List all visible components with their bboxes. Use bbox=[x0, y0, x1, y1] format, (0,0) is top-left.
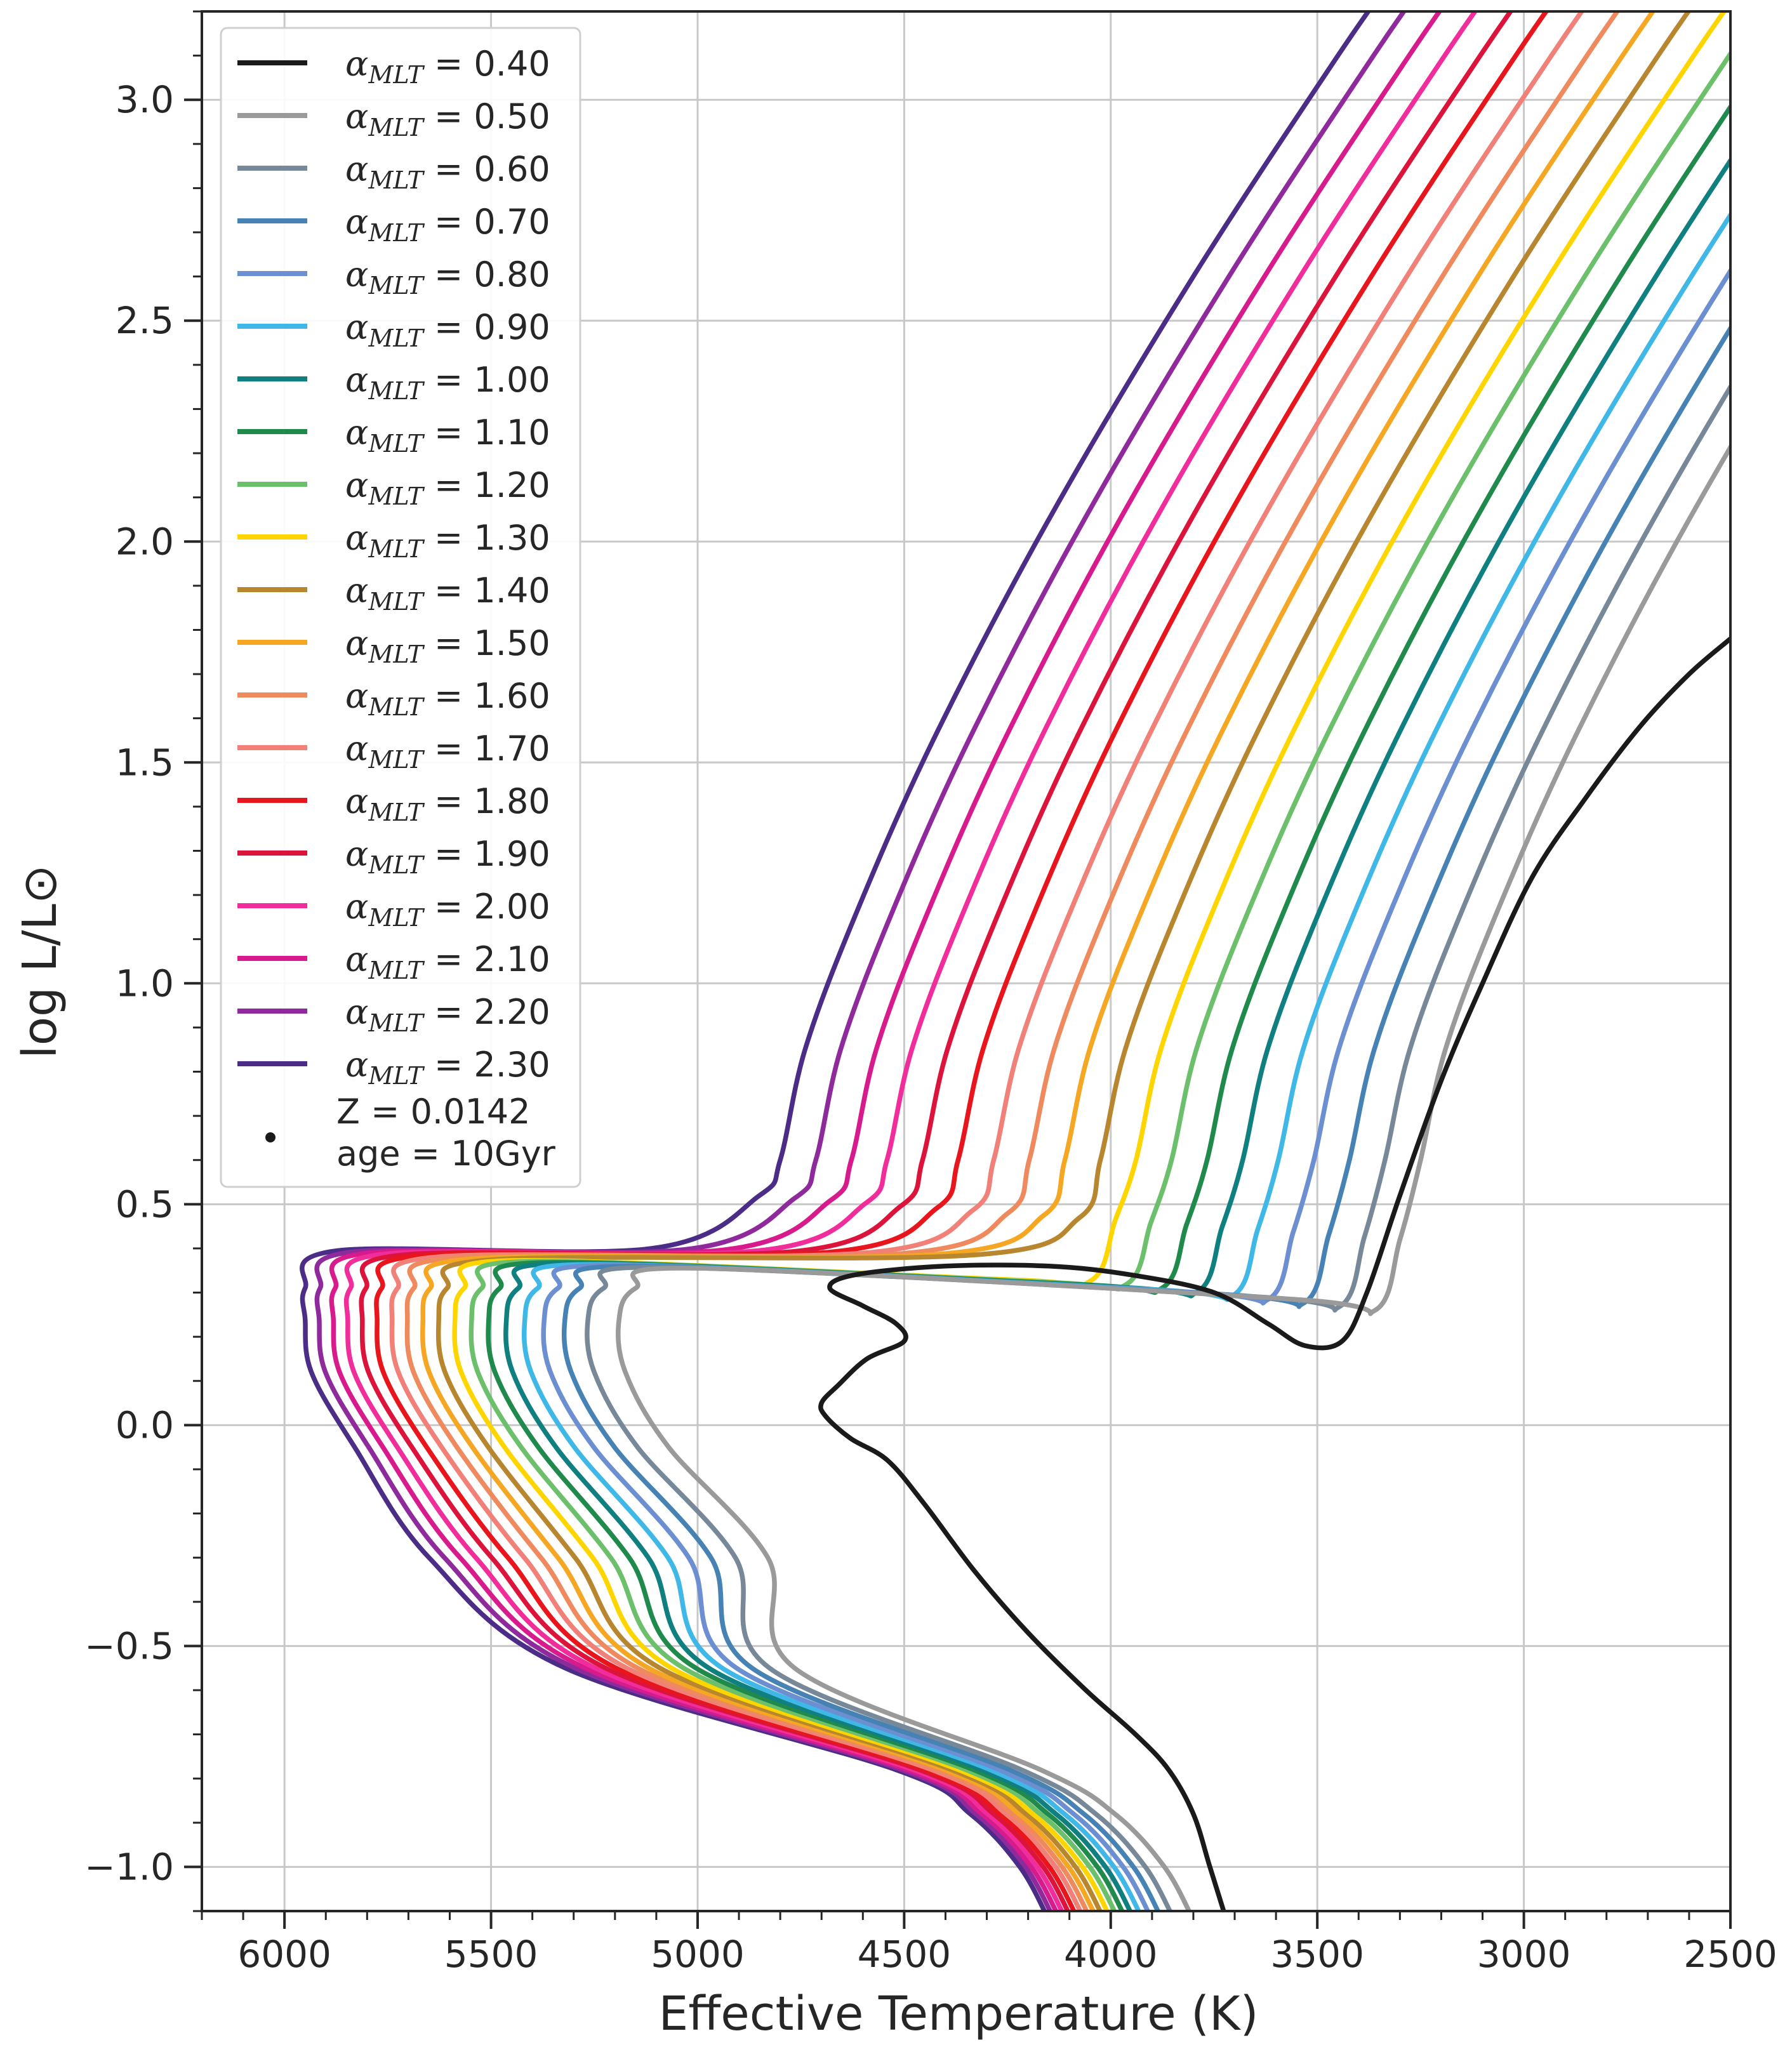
legend-label-1.30: αMLT = 1.30 bbox=[345, 518, 550, 563]
legend-marker-dot bbox=[265, 1132, 275, 1142]
x-tick-label: 5500 bbox=[444, 1933, 538, 1976]
legend-label-0.70: αMLT = 0.70 bbox=[345, 202, 550, 247]
y-tick-label: 1.0 bbox=[116, 962, 174, 1005]
legend-label-1.80: αMLT = 1.80 bbox=[345, 781, 550, 826]
y-tick-labels: −1.0 −0.5 0.0 0.5 1.0 1.5 2.0 2.5 3.0 bbox=[84, 78, 174, 1888]
track-alpha-1.40 bbox=[435, 11, 1692, 1911]
legend-label-0.40: αMLT = 0.40 bbox=[345, 44, 550, 89]
x-tick-label: 4000 bbox=[1064, 1933, 1158, 1976]
x-tick-label: 2500 bbox=[1683, 1933, 1777, 1976]
x-tick-label: 3500 bbox=[1270, 1933, 1364, 1976]
legend-label-1.00: αMLT = 1.00 bbox=[345, 360, 550, 405]
legend-note-metallicity: Z = 0.0142 bbox=[336, 1092, 531, 1132]
y-axis-label: log L/L⊙ bbox=[13, 864, 67, 1059]
legend-label-1.40: αMLT = 1.40 bbox=[345, 571, 550, 616]
x-tick-label: 4500 bbox=[858, 1933, 952, 1976]
legend-label-1.90: αMLT = 1.90 bbox=[345, 834, 550, 879]
y-tick-label: 3.0 bbox=[116, 78, 174, 121]
legend-label-1.10: αMLT = 1.10 bbox=[345, 413, 550, 458]
x-tick-label: 6000 bbox=[237, 1933, 331, 1976]
legend-label-0.50: αMLT = 0.50 bbox=[345, 96, 550, 142]
legend-label-0.90: αMLT = 0.90 bbox=[345, 307, 550, 352]
y-tick-label: 2.0 bbox=[116, 520, 174, 563]
x-tick-label: 3000 bbox=[1477, 1933, 1571, 1976]
legend-label-0.60: αMLT = 0.60 bbox=[345, 149, 550, 194]
legend-label-1.50: αMLT = 1.50 bbox=[345, 623, 550, 668]
y-tick-label: −1.0 bbox=[84, 1845, 174, 1888]
y-tick-label: 0.0 bbox=[116, 1403, 174, 1446]
legend-label-2.20: αMLT = 2.20 bbox=[345, 992, 550, 1037]
x-tick-label: 5000 bbox=[651, 1933, 745, 1976]
x-tick-labels: 6000 5500 5000 4500 4000 3500 3000 2500 bbox=[237, 1933, 1777, 1976]
legend-box bbox=[220, 27, 581, 1188]
y-tick-label: 2.5 bbox=[116, 299, 174, 342]
x-axis-label: Effective Temperature (K) bbox=[659, 1987, 1259, 2041]
legend-label-2.00: αMLT = 2.00 bbox=[345, 887, 550, 932]
isochrone-tracks bbox=[300, 11, 1730, 1911]
track-alpha-0.40 bbox=[818, 636, 1730, 1911]
legend-label-2.30: αMLT = 2.30 bbox=[345, 1045, 550, 1090]
legend-label-0.80: αMLT = 0.80 bbox=[345, 255, 550, 300]
y-tick-label: 0.5 bbox=[116, 1182, 174, 1226]
legend-label-2.10: αMLT = 2.10 bbox=[345, 939, 550, 984]
legend-label-1.20: αMLT = 1.20 bbox=[345, 465, 550, 510]
legend-note-age: age = 10Gyr bbox=[336, 1134, 556, 1174]
legend-label-1.60: αMLT = 1.60 bbox=[345, 676, 550, 721]
track-alpha-0.50 bbox=[616, 442, 1730, 1911]
legend: αMLT = 0.40 αMLT = 0.50 αMLT = 0.60 αMLT = … bbox=[220, 27, 581, 1188]
y-tick-label: 1.5 bbox=[116, 741, 174, 784]
y-tick-label: −0.5 bbox=[84, 1624, 174, 1667]
axis-ticks bbox=[184, 10, 1732, 1929]
legend-label-1.70: αMLT = 1.70 bbox=[345, 729, 550, 774]
plot-frame bbox=[201, 10, 1732, 1912]
